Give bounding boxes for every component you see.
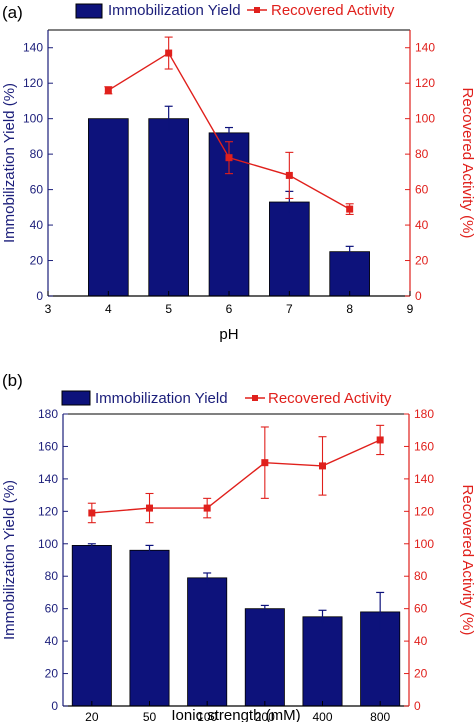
y-tick-label-right: 40	[415, 218, 429, 232]
bar-1	[88, 118, 129, 297]
chart-panel-b: (b) Immobilization Yield Recovered Activit…	[1, 371, 474, 722]
panel-label: (b)	[2, 371, 23, 390]
y-tick-label-left: 120	[38, 504, 58, 518]
legend-label-recovered: Recovered Activity	[271, 2, 395, 19]
y-tick-label-right: 0	[414, 699, 421, 713]
y-tick-label-left: 160	[38, 439, 58, 453]
y-tick-label-left: 0	[36, 289, 43, 303]
y-tick-label-left: 100	[38, 537, 58, 551]
line-point-4	[261, 459, 269, 467]
y-tick-label-right: 20	[414, 667, 428, 681]
y-tick-label-left: 60	[30, 183, 44, 197]
line-point-3	[225, 154, 233, 162]
bar-4	[244, 608, 285, 707]
panel-label: (a)	[2, 3, 23, 22]
line-point-3	[203, 504, 211, 512]
y-tick-label-left: 120	[23, 76, 43, 90]
y-tick-label-left: 80	[30, 147, 44, 161]
x-tick-label: 7	[286, 302, 293, 316]
y-tick-label-right: 100	[414, 537, 434, 551]
x-axis-label: pH	[219, 326, 238, 343]
y-tick-label-left: 20	[45, 667, 59, 681]
x-axis-label: Ionic strength (mM)	[171, 707, 300, 722]
y-tick-label-left: 140	[38, 472, 58, 486]
bar-1	[71, 545, 112, 707]
x-tick-label: 50	[143, 710, 157, 722]
line-point-5	[319, 462, 326, 470]
legend-label-immobilization: Immobilization Yield	[95, 390, 228, 407]
legend: Immobilization Yield Recovered Activity	[75, 2, 395, 19]
y-tick-label-right: 20	[415, 254, 429, 268]
legend-bar-swatch	[75, 3, 103, 19]
y-axis-right-label: Recovered Activity (%)	[459, 485, 474, 636]
y-tick-label-right: 140	[414, 472, 434, 486]
y-tick-label-left: 40	[30, 218, 44, 232]
y-tick-label-right: 180	[414, 407, 434, 421]
x-tick-label: 800	[370, 710, 390, 722]
y-tick-label-right: 80	[414, 569, 428, 583]
y-tick-label-right: 0	[415, 289, 422, 303]
x-tick-label: 4	[105, 302, 112, 316]
y-axis-left-label: Immobilization Yield (%)	[1, 83, 18, 243]
legend-label-recovered: Recovered Activity	[268, 390, 392, 407]
y-tick-label-left: 20	[30, 254, 44, 268]
y-tick-label-left: 80	[45, 569, 59, 583]
x-tick-label: 5	[165, 302, 172, 316]
bar-3	[187, 577, 228, 707]
legend-bar-swatch	[61, 390, 91, 406]
y-tick-label-left: 60	[45, 602, 59, 616]
x-tick-label: 6	[226, 302, 233, 316]
line-point-1	[88, 509, 96, 517]
bar-2	[129, 549, 170, 707]
y-axis-left-label: Immobilization Yield (%)	[1, 480, 18, 640]
legend-marker-swatch	[254, 7, 260, 13]
recovered-activity-line	[91, 439, 381, 514]
y-tick-label-right: 120	[415, 76, 435, 90]
line-point-2	[165, 49, 173, 57]
x-tick-label: 3	[45, 302, 52, 316]
x-tick-label: 9	[407, 302, 414, 316]
legend: Immobilization Yield Recovered Activity	[61, 390, 392, 407]
x-tick-label: 100	[197, 710, 217, 722]
y-tick-label-right: 140	[415, 41, 435, 55]
x-tick-label: 8	[346, 302, 353, 316]
y-tick-label-right: 60	[415, 183, 429, 197]
line-point-1	[104, 86, 112, 94]
y-tick-label-right: 120	[414, 504, 434, 518]
bar-4	[269, 201, 310, 297]
y-axis-right-label: Recovered Activity (%)	[459, 88, 474, 239]
y-tick-label-right: 60	[414, 602, 428, 616]
y-tick-label-right: 160	[414, 439, 434, 453]
line-point-4	[285, 171, 293, 179]
line-point-2	[146, 504, 153, 512]
y-tick-label-left: 100	[23, 112, 43, 126]
x-tick-label: 200	[255, 710, 275, 722]
line-point-6	[376, 436, 384, 444]
legend-marker-swatch	[252, 395, 258, 401]
y-tick-label-right: 100	[415, 112, 435, 126]
chart-panel-a: (a) Immobilization Yield Recovered Activit…	[1, 2, 474, 343]
bar-5	[302, 616, 343, 707]
bar-2	[148, 118, 189, 297]
x-tick-label: 20	[85, 710, 99, 722]
y-tick-label-left: 0	[51, 699, 58, 713]
legend-label-immobilization: Immobilization Yield	[108, 2, 241, 19]
y-tick-label-left: 180	[38, 407, 58, 421]
y-tick-label-right: 80	[415, 147, 429, 161]
y-tick-label-right: 40	[414, 634, 428, 648]
y-tick-label-left: 40	[45, 634, 59, 648]
x-tick-label: 400	[312, 710, 332, 722]
bar-5	[329, 251, 370, 297]
line-point-5	[346, 205, 354, 213]
y-tick-label-left: 140	[23, 41, 43, 55]
